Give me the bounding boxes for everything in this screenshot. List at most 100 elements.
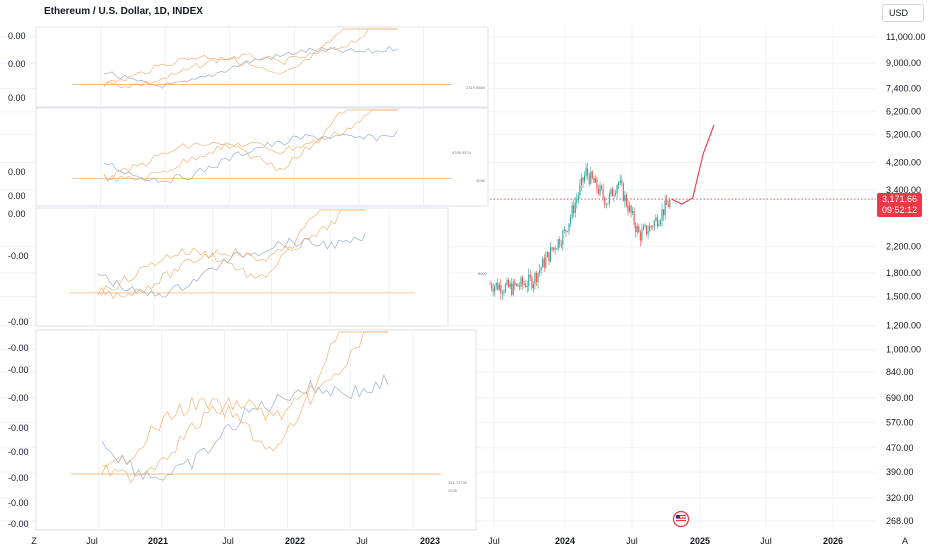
inset-axis-label: 0.00 bbox=[8, 191, 26, 201]
inset-axis-label: -0.00 bbox=[8, 423, 29, 433]
candle-body bbox=[504, 284, 507, 292]
inset-annotation: 4765.9574 bbox=[452, 150, 472, 155]
price-candles bbox=[489, 162, 671, 300]
inset-series-line bbox=[103, 109, 398, 180]
candle-body bbox=[503, 291, 505, 293]
inset-axis-label: 0.00 bbox=[8, 209, 26, 219]
candle-body bbox=[632, 211, 634, 213]
candle-body bbox=[551, 247, 553, 250]
candle-body bbox=[554, 247, 556, 250]
candle-body bbox=[574, 202, 576, 214]
candle-body bbox=[624, 194, 626, 201]
time-axis-label: Z bbox=[31, 536, 37, 546]
candle-body bbox=[653, 220, 655, 227]
candle-body bbox=[599, 185, 601, 194]
candle-body bbox=[568, 223, 570, 232]
inset-axis-label: -0.00 bbox=[8, 498, 29, 508]
inset-axis-label: -0.00 bbox=[8, 251, 29, 261]
time-axis[interactable]: Z Jul 2021 Jul 2022 Jul 2023 Jul 2024 Jul 2025 Jul 2… bbox=[31, 536, 908, 546]
candle-body bbox=[641, 229, 643, 241]
candle-body bbox=[659, 220, 662, 224]
countdown-timer: 09:52:12 bbox=[881, 205, 918, 216]
candle-body bbox=[607, 203, 609, 205]
candle-body bbox=[656, 217, 658, 226]
candle-body bbox=[597, 189, 600, 194]
price-axis-label: 390.00 bbox=[886, 467, 914, 477]
inset-series-line bbox=[97, 209, 366, 297]
candle-body bbox=[601, 185, 603, 189]
price-axis-label: 268.00 bbox=[886, 516, 914, 526]
candle-body bbox=[506, 280, 508, 285]
candle-body bbox=[639, 232, 641, 241]
candle-body bbox=[557, 239, 559, 250]
inset-axis-label: 0.00 bbox=[8, 31, 26, 41]
candle-body bbox=[577, 195, 579, 199]
candle-body bbox=[635, 224, 637, 233]
candle-body bbox=[576, 198, 578, 203]
inset-series-line bbox=[97, 232, 366, 298]
inset-panel bbox=[35, 329, 477, 531]
candle-body bbox=[500, 284, 502, 294]
price-axis-label: 1,500.00 bbox=[886, 292, 921, 302]
candle-body bbox=[518, 286, 520, 288]
candle-body bbox=[498, 284, 500, 290]
candle-body bbox=[652, 226, 654, 228]
candle-body bbox=[525, 284, 527, 288]
candle-body bbox=[560, 245, 562, 246]
candle-body bbox=[636, 226, 638, 233]
candle-body bbox=[570, 216, 572, 224]
candle-body bbox=[515, 283, 517, 286]
inset-axis-label: -0.00 bbox=[8, 473, 29, 483]
candle-body bbox=[540, 267, 542, 271]
inset-panel bbox=[35, 26, 489, 108]
candle-body bbox=[520, 277, 522, 287]
candle-body bbox=[523, 284, 525, 285]
inset-series-line bbox=[103, 28, 398, 89]
candle-body bbox=[548, 252, 550, 262]
chart-annotations: 2319.9684 4765.9574 321.74739 2026 4036 8000 bbox=[448, 85, 488, 493]
candle-body bbox=[495, 282, 497, 287]
inset-axis-label: -0.00 bbox=[8, 365, 29, 375]
candle-body bbox=[638, 226, 640, 233]
inset-frame bbox=[35, 107, 489, 207]
price-axis[interactable]: 11,000.00 9,000.00 7,400.00 6,200.00 5,200.0… bbox=[886, 32, 925, 526]
candle-body bbox=[610, 188, 612, 195]
candle-body bbox=[616, 184, 618, 194]
candle-body bbox=[579, 185, 581, 196]
price-axis-label: 6,200.00 bbox=[886, 107, 921, 117]
candle-body bbox=[553, 247, 555, 250]
chart-annotation: 8000 bbox=[478, 271, 488, 276]
time-axis-label: Jul bbox=[626, 536, 638, 546]
candle-body bbox=[543, 258, 545, 268]
candle-body bbox=[556, 249, 558, 250]
candle-body bbox=[563, 229, 565, 232]
inset-series-line bbox=[103, 28, 398, 87]
price-axis-label: 3,400.00 bbox=[886, 185, 921, 195]
candle-body bbox=[542, 258, 544, 268]
inset-frame bbox=[35, 329, 477, 531]
currency-button[interactable]: USD bbox=[882, 4, 924, 22]
candle-body bbox=[565, 229, 567, 232]
candle-body bbox=[509, 283, 511, 287]
inset-panels: 0.00 0.00 0.00 0.00 0.00 0.00 -0.00 -0.00 -0.00 -… bbox=[8, 26, 489, 531]
inset-series-line bbox=[101, 331, 388, 484]
price-axis-label: 5,200.00 bbox=[886, 130, 921, 140]
candle-body bbox=[584, 175, 586, 182]
last-price-value: 3,171.66 bbox=[881, 194, 918, 205]
candle-body bbox=[649, 225, 651, 232]
candle-body bbox=[497, 282, 499, 290]
candle-body bbox=[537, 272, 539, 283]
projection-line bbox=[671, 124, 715, 205]
candle-body bbox=[512, 281, 514, 295]
candle-body bbox=[663, 209, 665, 216]
flag-icon[interactable] bbox=[672, 510, 690, 528]
candle-body bbox=[594, 178, 596, 183]
candle-body bbox=[602, 188, 604, 198]
time-axis-label: 2023 bbox=[420, 536, 440, 546]
candle-body bbox=[591, 171, 593, 179]
price-axis-label: 7,400.00 bbox=[886, 84, 921, 94]
time-axis-label: 2022 bbox=[285, 536, 305, 546]
candle-body bbox=[618, 182, 620, 185]
time-axis-label: Jul bbox=[222, 536, 234, 546]
